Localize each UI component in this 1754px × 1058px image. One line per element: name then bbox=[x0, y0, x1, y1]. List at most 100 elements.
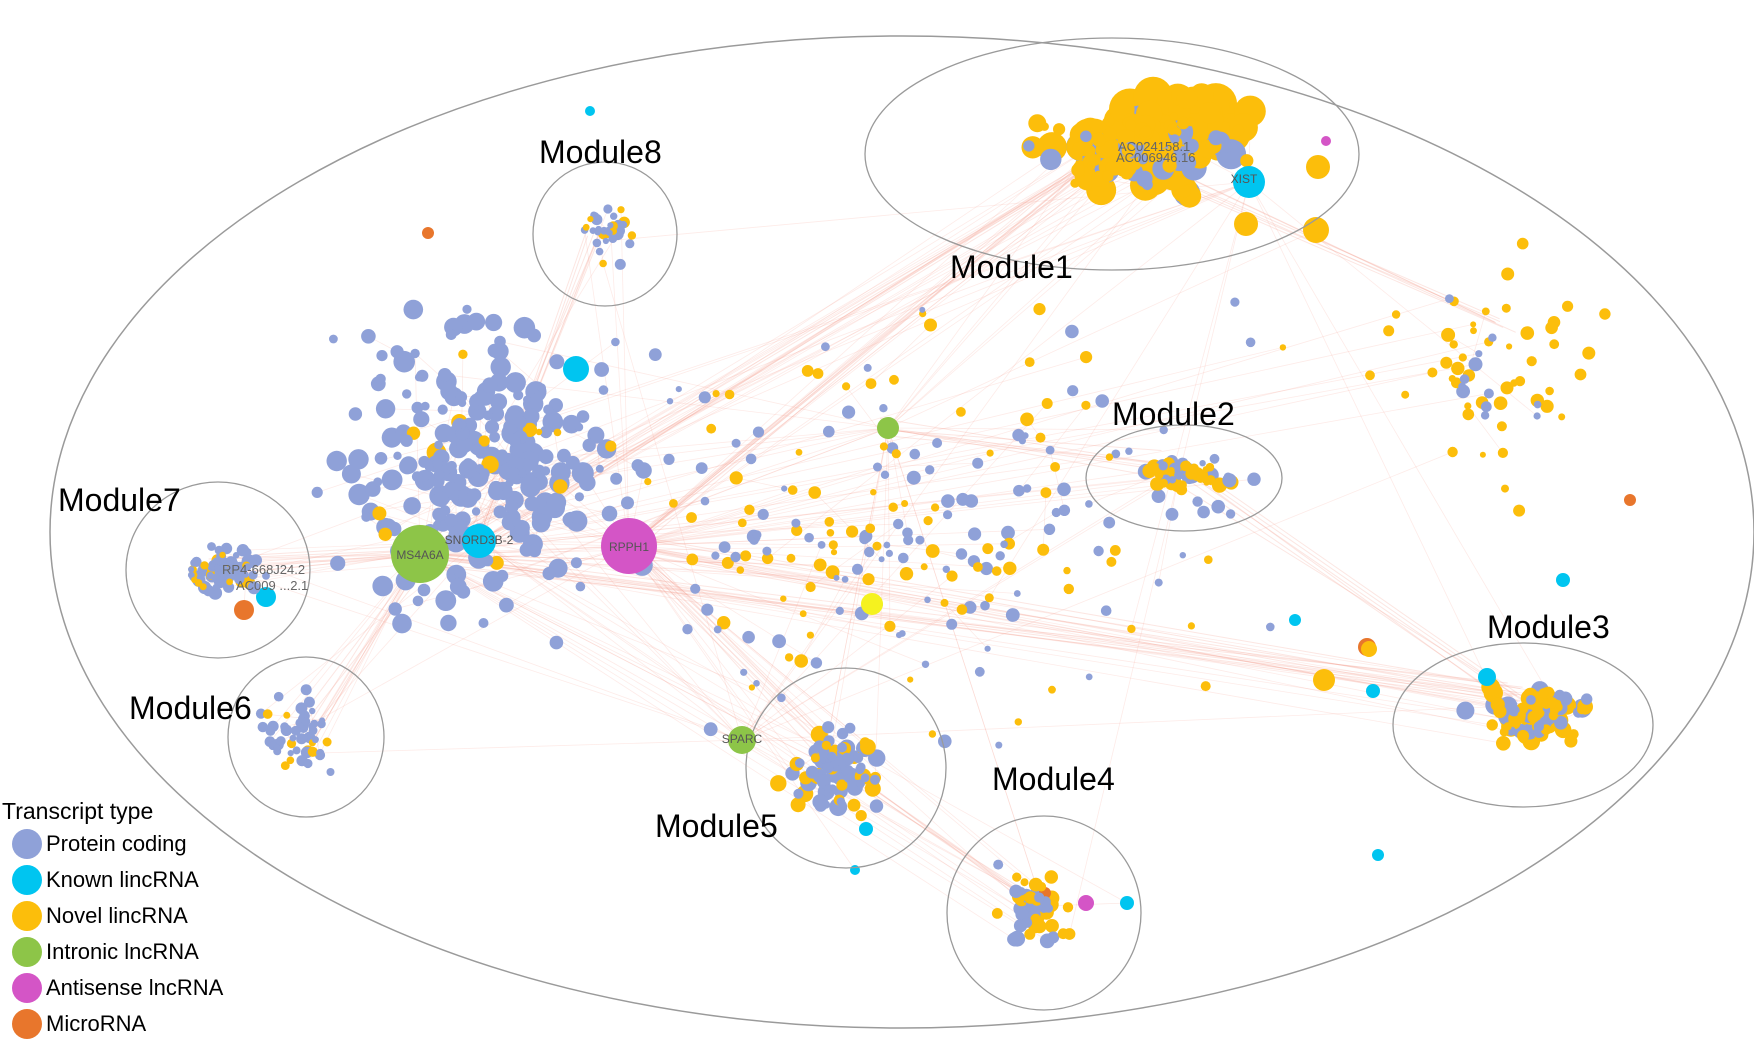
node-protein-coding[interactable] bbox=[606, 229, 613, 237]
node-protein-coding[interactable] bbox=[433, 491, 449, 507]
node-protein-coding[interactable] bbox=[995, 551, 1005, 561]
node-protein-coding[interactable] bbox=[207, 542, 216, 551]
node-protein-coding[interactable] bbox=[625, 239, 635, 249]
node-novel-lincrna[interactable] bbox=[1545, 321, 1558, 335]
node-novel-lincrna[interactable] bbox=[1501, 484, 1509, 493]
node-novel-lincrna[interactable] bbox=[1562, 300, 1574, 312]
node-protein-coding[interactable] bbox=[549, 635, 564, 650]
node-novel-lincrna[interactable] bbox=[322, 737, 332, 747]
node-protein-coding[interactable] bbox=[1488, 333, 1497, 342]
node-novel-lincrna[interactable] bbox=[686, 512, 697, 523]
node-protein-coding[interactable] bbox=[456, 584, 471, 599]
node-protein-coding[interactable] bbox=[823, 425, 835, 438]
node-protein-coding[interactable] bbox=[562, 513, 574, 526]
node-protein-coding[interactable] bbox=[898, 552, 909, 564]
node-protein-coding[interactable] bbox=[594, 362, 609, 377]
node-protein-coding[interactable] bbox=[326, 450, 347, 472]
node-novel-lincrna[interactable] bbox=[1203, 479, 1210, 486]
node-protein-coding[interactable] bbox=[1085, 673, 1093, 681]
node-protein-coding[interactable] bbox=[663, 453, 675, 465]
node-protein-coding[interactable] bbox=[289, 734, 297, 742]
node-novel-lincrna[interactable] bbox=[836, 779, 848, 791]
node-known-lincrna[interactable] bbox=[1556, 573, 1570, 587]
node-novel-lincrna[interactable] bbox=[786, 553, 796, 563]
node-protein-coding[interactable] bbox=[619, 220, 628, 229]
node-novel-lincrna[interactable] bbox=[1427, 367, 1438, 378]
node-protein-coding[interactable] bbox=[301, 717, 311, 726]
node-novel-lincrna[interactable] bbox=[1517, 729, 1530, 742]
node-protein-coding[interactable] bbox=[190, 559, 199, 567]
node-protein-coding[interactable] bbox=[524, 496, 540, 512]
node-novel-lincrna[interactable] bbox=[1441, 327, 1456, 342]
node-protein-coding[interactable] bbox=[919, 306, 926, 313]
node-protein-coding[interactable] bbox=[666, 398, 674, 405]
node-novel-lincrna[interactable] bbox=[226, 578, 234, 586]
node-protein-coding[interactable] bbox=[1508, 705, 1520, 717]
node-protein-coding[interactable] bbox=[791, 518, 801, 528]
node-novel-lincrna[interactable] bbox=[1020, 878, 1029, 887]
node-protein-coding[interactable] bbox=[411, 401, 424, 414]
node-novel-lincrna[interactable] bbox=[1057, 928, 1069, 940]
node-protein-coding[interactable] bbox=[582, 438, 596, 452]
node-protein-coding[interactable] bbox=[1047, 931, 1060, 944]
node-protein-coding[interactable] bbox=[496, 569, 509, 583]
node-novel-lincrna[interactable] bbox=[458, 349, 468, 359]
node-protein-coding[interactable] bbox=[1111, 449, 1121, 459]
node-novel-lincrna[interactable] bbox=[1501, 267, 1515, 281]
node-novel-lincrna[interactable] bbox=[946, 570, 958, 582]
node-protein-coding[interactable] bbox=[361, 329, 376, 344]
node-protein-coding[interactable] bbox=[482, 377, 498, 393]
node-protein-coding[interactable] bbox=[417, 583, 431, 597]
node-protein-coding[interactable] bbox=[540, 466, 551, 476]
node-protein-coding[interactable] bbox=[493, 505, 507, 519]
node-protein-coding[interactable] bbox=[458, 399, 467, 407]
node-novel-lincrna[interactable] bbox=[1081, 400, 1091, 410]
node-novel-lincrna[interactable] bbox=[1538, 688, 1549, 699]
node-novel-lincrna[interactable] bbox=[1470, 327, 1477, 335]
node-protein-coding[interactable] bbox=[248, 570, 258, 580]
node-protein-coding[interactable] bbox=[330, 555, 346, 571]
node-protein-coding[interactable] bbox=[1159, 425, 1168, 435]
node-novel-lincrna[interactable] bbox=[956, 407, 966, 417]
node-novel-lincrna[interactable] bbox=[884, 620, 896, 632]
node-novel-lincrna[interactable] bbox=[1306, 155, 1330, 179]
node-novel-lincrna[interactable] bbox=[1020, 412, 1034, 427]
node-protein-coding[interactable] bbox=[903, 535, 914, 546]
node-novel-lincrna[interactable] bbox=[924, 318, 937, 332]
node-protein-coding[interactable] bbox=[611, 337, 620, 347]
node-protein-coding[interactable] bbox=[437, 404, 448, 415]
node-protein-coding[interactable] bbox=[1526, 695, 1536, 705]
node-novel-lincrna[interactable] bbox=[1092, 132, 1106, 147]
node-novel-lincrna[interactable] bbox=[1024, 357, 1035, 367]
node-protein-coding[interactable] bbox=[467, 312, 486, 331]
node-protein-coding[interactable] bbox=[909, 448, 921, 460]
node-novel-lincrna[interactable] bbox=[872, 541, 882, 551]
node-protein-coding[interactable] bbox=[574, 492, 585, 502]
node-novel-lincrna[interactable] bbox=[1024, 928, 1036, 940]
node-protein-coding[interactable] bbox=[438, 368, 452, 382]
node-protein-coding[interactable] bbox=[1182, 156, 1197, 170]
node-protein-coding[interactable] bbox=[777, 693, 786, 703]
node-protein-coding[interactable] bbox=[1021, 917, 1033, 928]
node-novel-lincrna[interactable] bbox=[1048, 685, 1056, 694]
node-protein-coding[interactable] bbox=[822, 762, 834, 774]
node-protein-coding[interactable] bbox=[549, 354, 565, 370]
node-protein-coding[interactable] bbox=[1095, 394, 1109, 408]
node-novel-lincrna[interactable] bbox=[1035, 432, 1046, 443]
node-protein-coding[interactable] bbox=[505, 372, 526, 393]
node-protein-coding[interactable] bbox=[1154, 578, 1163, 587]
hub-node-ms4a6a[interactable] bbox=[391, 525, 449, 583]
node-protein-coding[interactable] bbox=[1266, 622, 1275, 632]
node-novel-lincrna[interactable] bbox=[587, 216, 594, 223]
node-protein-coding[interactable] bbox=[494, 335, 506, 348]
node-protein-coding[interactable] bbox=[870, 774, 880, 785]
node-novel-lincrna[interactable] bbox=[1547, 700, 1557, 709]
node-novel-lincrna[interactable] bbox=[780, 595, 787, 602]
node-novel-lincrna[interactable] bbox=[307, 746, 318, 757]
node-protein-coding[interactable] bbox=[1057, 482, 1071, 497]
node-novel-lincrna[interactable] bbox=[1479, 451, 1486, 458]
node-novel-lincrna[interactable] bbox=[1159, 478, 1168, 488]
node-protein-coding[interactable] bbox=[326, 768, 335, 776]
node-novel-lincrna[interactable] bbox=[847, 798, 861, 812]
node-protein-coding[interactable] bbox=[576, 410, 590, 423]
